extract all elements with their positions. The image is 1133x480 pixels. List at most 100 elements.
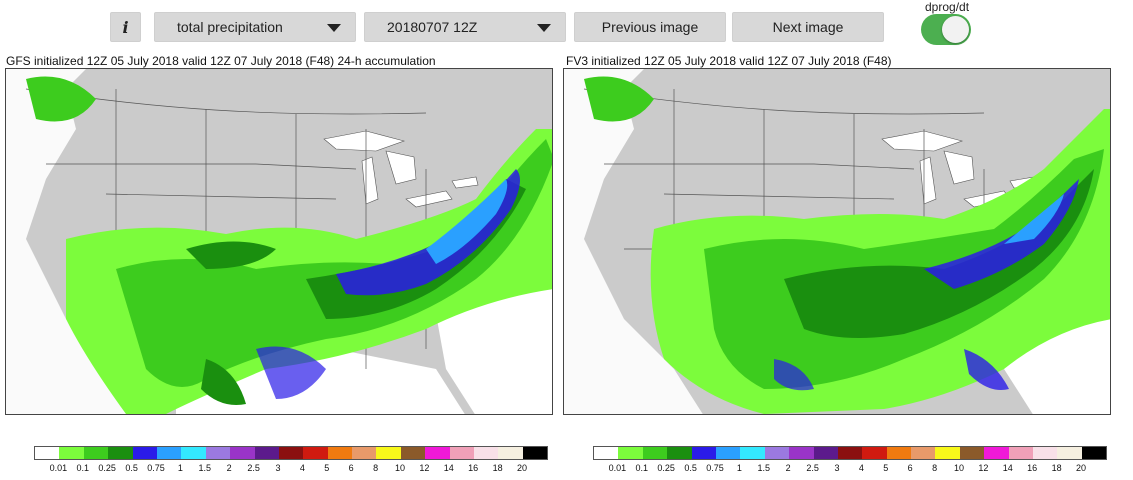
colorbar-tick-label: 14: [1002, 463, 1013, 473]
colorbar-swatch: [108, 447, 133, 459]
colorbar-swatch: [764, 447, 790, 459]
colorbar-swatch: [667, 447, 692, 459]
date-select-value: 20180707 12Z: [387, 19, 478, 35]
colorbar-swatch: [740, 447, 765, 459]
colorbar-tick-label: 0.1: [76, 463, 90, 473]
colorbar-swatch: [498, 447, 523, 459]
colorbar-swatch: [132, 447, 157, 459]
precip-field: [584, 76, 1110, 414]
colorbar-tick-label: 5: [324, 463, 330, 473]
colorbar-swatch: [474, 447, 499, 459]
colorbar-tick-label: 0.1: [635, 463, 649, 473]
colorbar-swatch: [303, 447, 328, 459]
gfs-panel-title: GFS initialized 12Z 05 July 2018 valid 1…: [6, 54, 436, 68]
colorbar-swatch: [425, 447, 450, 459]
colorbar-swatch: [35, 447, 60, 459]
dprog-dt-toggle[interactable]: [921, 14, 971, 45]
variable-select-value: total precipitation: [177, 19, 283, 35]
colorbar-tick-label: 2.5: [247, 463, 260, 473]
colorbar-tick-label: 12: [419, 463, 430, 473]
colorbar-tick-label: 0.01: [49, 463, 68, 473]
caret-down-icon: [537, 24, 551, 32]
dprog-dt-label: dprog/dt: [925, 0, 970, 14]
caret-down-icon: [327, 24, 341, 32]
colorbar-tick-label: 8: [932, 463, 938, 473]
info-button[interactable]: i: [110, 12, 141, 42]
colorbar-swatch: [984, 447, 1009, 459]
colorbar-swatch: [862, 447, 887, 459]
gfs-colorbar-ticks: 0.01 0.1 0.25 0.5 0.75 1 1.5 2 2.5 3 4 5 6 8 10 12 14 16 1…: [34, 463, 528, 475]
variable-select[interactable]: total precipitation: [154, 12, 356, 42]
fv3-colorbar-ticks: 0.01 0.1 0.25 0.5 0.75 1 1.5 2 2.5 3 4 5 6 8 10 12 14 16 1…: [593, 463, 1087, 475]
colorbar-swatch: [1008, 447, 1034, 459]
colorbar-swatch: [59, 447, 84, 459]
colorbar-tick-label: 0.75: [147, 463, 165, 473]
colorbar-tick-label: 2.5: [806, 463, 819, 473]
colorbar-swatch: [254, 447, 279, 459]
colorbar-tick-label: 16: [468, 463, 479, 473]
colorbar-swatch: [813, 447, 838, 459]
fv3-precip-map: [563, 68, 1111, 415]
colorbar-tick-label: 3: [834, 463, 840, 473]
colorbar-tick-label: 4: [299, 463, 305, 473]
toggle-knob: [942, 16, 969, 43]
colorbar-tick-label: 1: [177, 463, 183, 473]
colorbar-swatch: [594, 447, 619, 459]
colorbar-swatch: [156, 447, 182, 459]
gfs-precip-map: [5, 68, 553, 415]
colorbar-tick-label: 14: [443, 463, 454, 473]
colorbar-tick-label: 16: [1027, 463, 1038, 473]
colorbar-tick-label: 12: [978, 463, 989, 473]
colorbar-swatch: [230, 447, 255, 459]
colorbar-tick-label: 0.5: [125, 463, 138, 473]
colorbar-swatch: [376, 447, 401, 459]
colorbar-swatch: [1081, 447, 1107, 459]
colorbar-swatch: [181, 447, 206, 459]
colorbar-tick-label: 2: [226, 463, 232, 473]
precip-field: [26, 76, 552, 414]
colorbar-tick-label: 10: [394, 463, 406, 473]
colorbar-tick-label: 20: [1075, 463, 1087, 473]
colorbar-tick-label: 0.25: [98, 463, 116, 473]
colorbar-tick-label: 10: [953, 463, 965, 473]
colorbar-swatch: [959, 447, 985, 459]
date-select[interactable]: 20180707 12Z: [364, 12, 566, 42]
colorbar-swatch: [1057, 447, 1082, 459]
colorbar-tick-label: 3: [275, 463, 281, 473]
colorbar-swatch: [886, 447, 912, 459]
colorbar-swatch: [911, 447, 936, 459]
colorbar-tick-label: 0.5: [684, 463, 697, 473]
previous-image-button[interactable]: Previous image: [574, 12, 726, 42]
info-icon: i: [122, 17, 129, 37]
toolbar: i total precipitation 20180707 12Z Previ…: [0, 0, 1133, 56]
colorbar-swatch: [837, 447, 863, 459]
colorbar-swatch: [83, 447, 109, 459]
colorbar-tick-label: 2: [785, 463, 791, 473]
colorbar-swatch: [642, 447, 668, 459]
fv3-map-svg: [564, 69, 1110, 414]
gfs-map-svg: [6, 69, 552, 414]
colorbar-tick-label: 18: [1051, 463, 1062, 473]
colorbar-swatch: [618, 447, 643, 459]
colorbar-tick-label: 1: [736, 463, 742, 473]
colorbar-tick-label: 6: [348, 463, 354, 473]
colorbar-swatch: [352, 447, 377, 459]
colorbar-tick-label: 6: [907, 463, 913, 473]
colorbar-swatch: [691, 447, 716, 459]
colorbar-swatch: [522, 447, 548, 459]
colorbar-swatch: [327, 447, 353, 459]
colorbar-swatch: [1033, 447, 1058, 459]
colorbar-swatch: [205, 447, 231, 459]
colorbar-tick-label: 20: [516, 463, 528, 473]
colorbar-swatch: [278, 447, 304, 459]
colorbar-tick-label: 8: [373, 463, 379, 473]
colorbar-swatch: [715, 447, 741, 459]
colorbar-tick-label: 4: [858, 463, 864, 473]
gfs-colorbar: [34, 446, 549, 460]
colorbar-swatch: [449, 447, 475, 459]
colorbar-tick-label: 5: [883, 463, 889, 473]
great-lakes: [323, 130, 479, 208]
next-image-button[interactable]: Next image: [732, 12, 884, 42]
colorbar-tick-label: 0.25: [657, 463, 675, 473]
colorbar-tick-label: 1.5: [198, 463, 212, 473]
